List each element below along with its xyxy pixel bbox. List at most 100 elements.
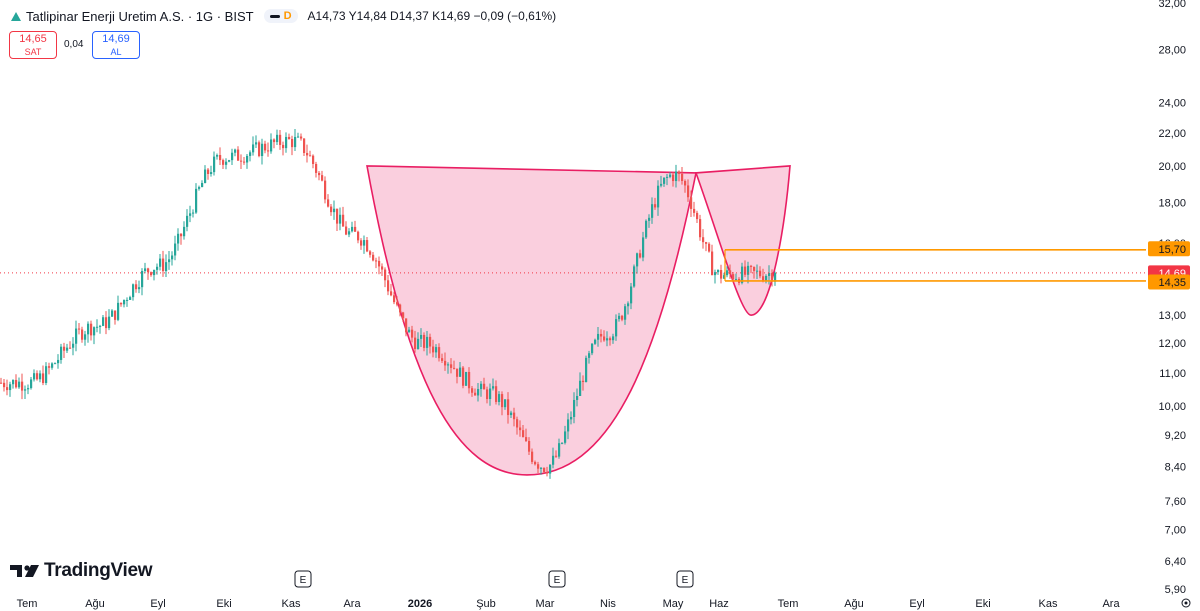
candle-body [540,467,543,469]
x-tick-label: Kas [1039,598,1058,610]
sell-button[interactable]: 14,65 SAT [9,31,57,59]
candle-body [126,299,129,301]
handle-shape [694,165,791,316]
symbol-logo-icon [11,12,21,21]
candle-body [567,419,570,432]
settings-icon[interactable] [1181,598,1191,608]
candle-body [249,152,252,156]
time-axis[interactable]: Tem Ağu Eyl Eki Kas Ara 2026 Şub Mar Nis May Haz Tem… [17,598,1121,610]
candle-body [72,343,75,348]
earnings-marker[interactable]: E [548,570,566,588]
chart-header: Tatlipinar Enerji Uretim A.S. · 1G · BIS… [10,6,556,26]
symbol-title[interactable]: Tatlipinar Enerji Uretim A.S. · 1G · BIS… [26,8,254,24]
candle-body [294,136,297,148]
candle-body [369,251,372,255]
candle-body [66,347,69,351]
candle-body [279,134,282,145]
candle-body [435,347,438,353]
candle-body [3,382,6,388]
y-tick-label: 6,40 [1165,556,1186,568]
candle-body [420,334,423,339]
candle-body [573,399,576,417]
candle-body [582,380,585,383]
candle-body [318,172,321,176]
earnings-marker[interactable]: E [676,570,694,588]
candle-body [576,395,579,400]
candle-body [444,360,447,366]
candle-body [636,253,639,267]
x-tick-label: Nis [600,598,616,610]
cup-shape [366,165,697,476]
candle-body [18,381,21,388]
candle-body [768,273,771,276]
candle-body [78,328,81,330]
candle-body [375,260,378,262]
candle-body [447,364,450,366]
price-label-box [1148,241,1190,257]
candle-body [471,388,474,393]
candle-body [162,258,165,272]
x-tick-label: Eki [216,598,231,610]
candle-body [741,266,744,283]
candle-body [270,139,273,152]
interval-badge[interactable]: D [263,9,298,23]
candle-body [309,155,312,157]
candle-body [198,187,201,189]
candle-body [492,386,495,389]
candle-body [666,176,669,178]
candle-body [555,455,558,457]
candle-body [165,262,168,272]
candle-body [516,419,519,428]
x-tick-label: Eki [975,598,990,610]
candle-body [111,310,114,317]
candle-body [228,160,231,162]
buy-button[interactable]: 14,69 AL [92,31,140,59]
candle-body [405,318,408,333]
candle-body [756,270,759,272]
candle-body [372,254,375,261]
candle-body [675,171,678,182]
candle-body [759,270,762,277]
buy-label: AL [110,47,122,57]
candle-body [684,180,687,186]
tradingview-wordmark: TradingView [44,560,153,581]
candle-body [609,338,612,341]
candle-body [144,268,147,271]
candle-body [495,386,498,402]
y-tick-label: 7,60 [1165,496,1186,508]
candle-body [237,149,240,161]
candle-body [414,337,417,350]
candle-body [357,231,360,241]
candle-body [9,384,12,391]
price-axis[interactable]: 32,0028,0024,0022,0020,0018,0016,0013,00… [1148,0,1190,596]
earnings-marker[interactable]: E [294,570,312,588]
candle-body [351,226,354,232]
candle-body [765,275,768,281]
candle-body [360,240,363,246]
candle-body [708,243,711,252]
candle-body [33,373,36,380]
candle-body [285,136,288,149]
candle-body [57,359,60,364]
candle-body [489,388,492,400]
candle-body [504,399,507,408]
candle-body [105,317,108,329]
candle-body [42,373,45,384]
x-tick-label: Ağu [85,598,105,610]
candle-body [321,175,324,181]
candle-body [597,333,600,340]
candle-body [306,152,309,156]
candle-body [465,371,468,386]
candle-body [0,382,3,384]
candle-body [663,177,666,184]
candle-body [48,366,51,368]
candle-body [549,464,552,474]
tradingview-logo[interactable]: TradingView [10,560,153,582]
candle-body [618,315,621,320]
spread-value: 0,04 [64,39,84,50]
candle-body [108,316,111,329]
candle-body [195,188,198,213]
candle-body [561,442,564,444]
candle-body [291,139,294,148]
